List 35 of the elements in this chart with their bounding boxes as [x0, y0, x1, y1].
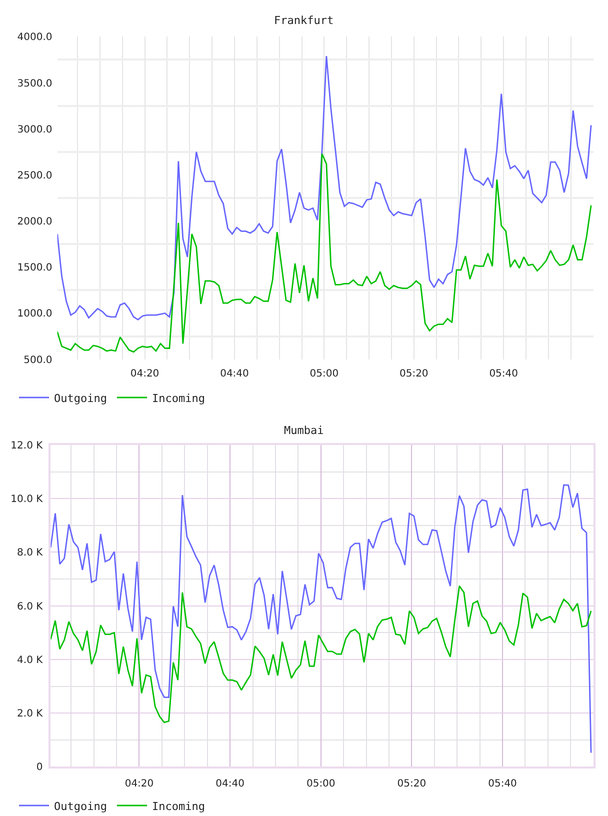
y-tick-label: 3500.0 [17, 78, 52, 90]
legend-label: Incoming [152, 800, 205, 813]
y-tick-label: 4.0 K [17, 654, 44, 666]
chart-title: Mumbai [284, 424, 324, 437]
legend-label: Incoming [152, 392, 205, 405]
y-tick-label: 1500.0 [17, 262, 52, 274]
x-tick-label: 04:40 [220, 368, 249, 380]
legend-label: Outgoing [54, 392, 107, 405]
line-series [57, 55, 592, 320]
x-tick-label: 05:00 [306, 778, 336, 790]
legend-label: Outgoing [54, 800, 107, 813]
line-series [50, 585, 592, 724]
y-tick-label: 2500.0 [17, 170, 52, 182]
x-tick-label: 04:40 [216, 778, 244, 790]
y-tick-label: 2.0 K [17, 708, 44, 720]
y-tick-label: 3000.0 [17, 124, 52, 136]
x-tick-label: 04:20 [130, 368, 160, 380]
y-tick-label: 10.0 K [10, 494, 44, 506]
x-tick-label: 05:00 [310, 368, 339, 380]
y-tick-label: 8.0 K [17, 548, 44, 559]
y-tick-label: 1000.0 [17, 308, 52, 320]
x-tick-label: 05:20 [397, 778, 426, 790]
y-tick-label: 6.0 K [17, 601, 44, 612]
y-tick-label: 2000.0 [17, 216, 52, 228]
x-tick-label: 05:40 [488, 778, 517, 790]
y-tick-label: 0 [36, 762, 43, 774]
x-tick-label: 04:20 [124, 778, 154, 790]
x-tick-label: 05:20 [399, 368, 428, 380]
line-series [57, 153, 592, 353]
y-tick-label: 12.0 K [10, 440, 44, 452]
chart-title: Frankfurt [274, 14, 334, 27]
y-tick-label: 500.0 [24, 354, 52, 366]
y-tick-label: 4000.0 [17, 32, 52, 44]
x-tick-label: 05:40 [489, 368, 518, 380]
line-series [50, 484, 592, 754]
